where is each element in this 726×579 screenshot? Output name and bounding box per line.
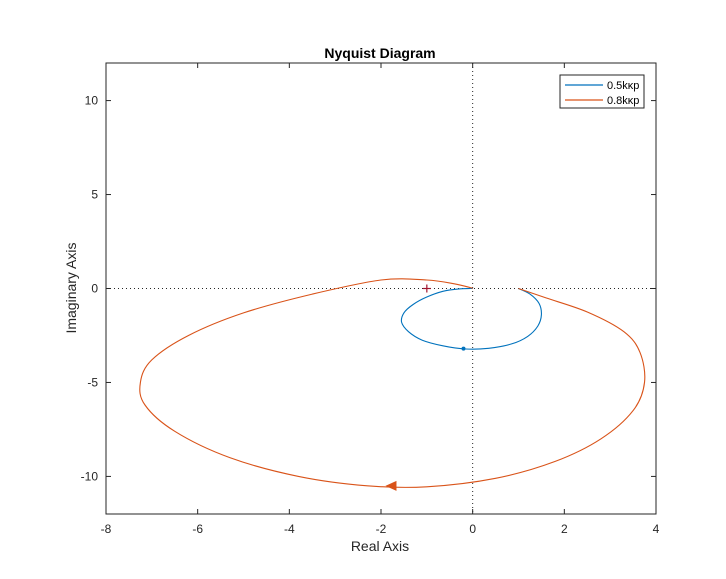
x-tick-label: 0 bbox=[469, 522, 476, 536]
axes-box bbox=[105, 62, 657, 515]
x-axis-label: Real Axis bbox=[351, 538, 409, 554]
chart-title: Nyquist Diagram bbox=[324, 45, 435, 61]
y-tick-label: 10 bbox=[85, 94, 99, 108]
y-tick-label: -10 bbox=[81, 469, 99, 483]
x-tick-label: 4 bbox=[653, 522, 660, 536]
series-line-1 bbox=[400, 287, 542, 350]
x-ticks: -8 -6 -4 -2 0 2 4 bbox=[101, 63, 660, 536]
x-tick-label: -4 bbox=[284, 522, 295, 536]
series-layer bbox=[139, 278, 646, 491]
series-line-2 bbox=[139, 278, 646, 489]
legend: 0.5kκp 0.8kκp bbox=[559, 74, 645, 109]
y-axis-label: Imaginary Axis bbox=[63, 242, 79, 333]
legend-label-2: 0.8kκp bbox=[607, 95, 639, 107]
series-2-direction-arrow bbox=[385, 480, 397, 491]
critical-point-marker bbox=[422, 284, 431, 293]
x-tick-label: -2 bbox=[376, 522, 387, 536]
x-tick-label: 2 bbox=[561, 522, 568, 536]
legend-label-1: 0.5kκp bbox=[607, 80, 639, 92]
y-ticks: -10 -5 0 5 10 bbox=[81, 94, 656, 483]
y-tick-label: -5 bbox=[87, 375, 98, 389]
y-tick-label: 0 bbox=[91, 282, 98, 296]
x-tick-label: -8 bbox=[101, 522, 112, 536]
x-tick-label: -6 bbox=[192, 522, 203, 536]
series-1-direction-marker bbox=[461, 346, 466, 351]
legend-box bbox=[559, 74, 645, 109]
y-tick-label: 5 bbox=[91, 188, 98, 202]
plot-area bbox=[105, 62, 657, 515]
